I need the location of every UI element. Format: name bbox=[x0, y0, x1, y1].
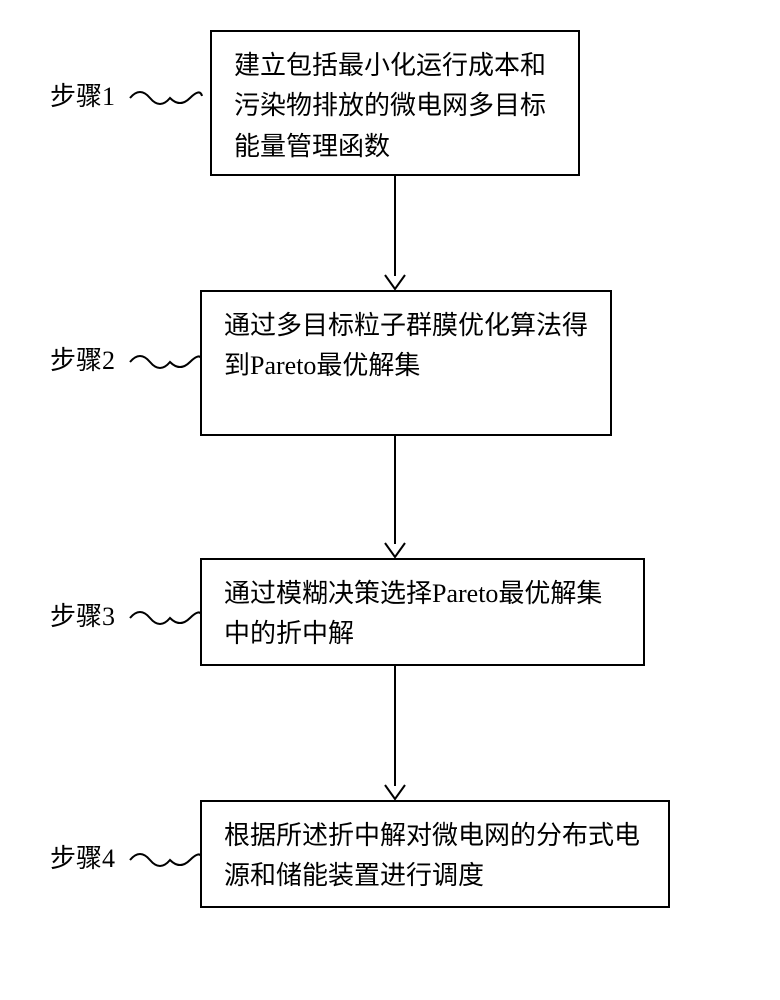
step-label-1: 步骤1 bbox=[50, 76, 115, 113]
step-box-2: 通过多目标粒子群膜优化算法得到Pareto最优解集 bbox=[200, 290, 612, 436]
step-box-3: 通过模糊决策选择Pareto最优解集中的折中解 bbox=[200, 558, 645, 666]
step-box-4: 根据所述折中解对微电网的分布式电源和储能装置进行调度 bbox=[200, 800, 670, 908]
squiggle-connector bbox=[128, 602, 204, 630]
step-label-4: 步骤4 bbox=[50, 838, 115, 875]
arrow-line-1 bbox=[394, 176, 396, 276]
arrow-line-3 bbox=[394, 666, 396, 786]
arrow-head-icon bbox=[384, 784, 406, 800]
step-box-1: 建立包括最小化运行成本和污染物排放的微电网多目标能量管理函数 bbox=[210, 30, 580, 176]
squiggle-connector bbox=[128, 82, 204, 110]
squiggle-connector bbox=[128, 844, 204, 872]
arrow-line-2 bbox=[394, 436, 396, 544]
arrow-head-icon bbox=[384, 542, 406, 558]
step-label-3: 步骤3 bbox=[50, 596, 115, 633]
squiggle-connector bbox=[128, 346, 204, 374]
step-label-2: 步骤2 bbox=[50, 340, 115, 377]
arrow-head-icon bbox=[384, 274, 406, 290]
